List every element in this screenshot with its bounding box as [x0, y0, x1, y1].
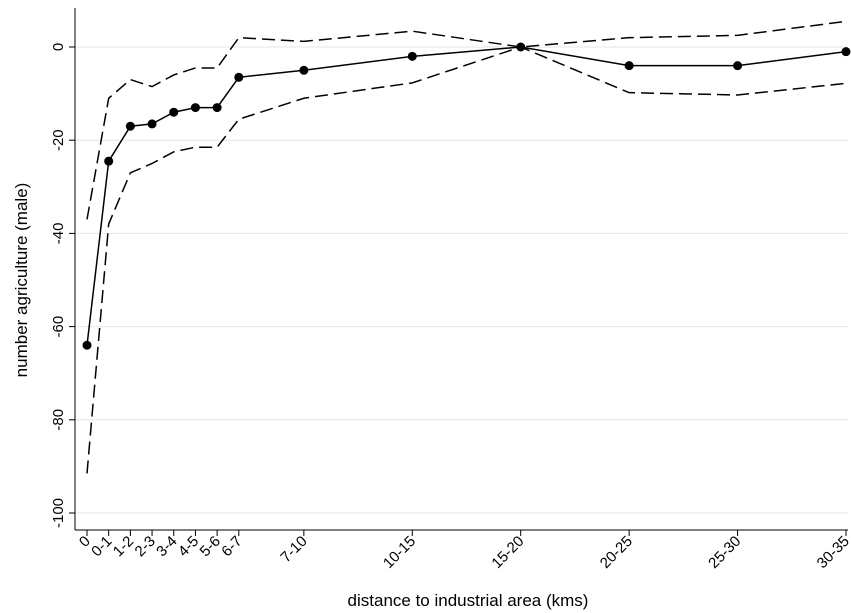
data-point: [407, 51, 417, 61]
data-point: [190, 103, 200, 113]
x-tick-label: 7-10: [277, 533, 310, 566]
data-point: [212, 103, 222, 113]
y-tick-label: -80: [50, 409, 67, 431]
y-tick-label: -60: [50, 316, 67, 338]
series-line-lower: [86, 46, 847, 474]
x-tick-label: 25-30: [705, 533, 744, 572]
series-line-estimate: [86, 46, 847, 346]
data-point: [104, 156, 114, 166]
x-tick-label: 10-15: [380, 533, 419, 572]
data-point: [733, 61, 743, 71]
data-point: [147, 119, 157, 129]
x-tick-label: 6-7: [218, 533, 245, 560]
y-tick-label: -20: [50, 129, 67, 151]
data-point: [299, 65, 309, 75]
y-tick-label: 0: [50, 43, 67, 51]
y-axis-title: number agriculture (male): [12, 183, 31, 378]
data-point: [125, 121, 135, 131]
y-tick-label: -100: [50, 498, 67, 528]
x-tick-label: 15-20: [488, 533, 527, 572]
data-point: [169, 107, 179, 117]
grid: [75, 46, 848, 514]
data-point: [624, 61, 634, 71]
data-point: [234, 72, 244, 82]
y-tick-label: -40: [50, 223, 67, 245]
axes: [69, 8, 848, 536]
series: [82, 20, 851, 474]
data-point: [841, 47, 851, 57]
x-tick-label: 30-35: [814, 533, 851, 572]
x-tick-label: 20-25: [597, 533, 636, 572]
series-line-upper: [86, 20, 847, 220]
x-axis-title: distance to industrial area (kms): [348, 591, 589, 610]
data-point: [82, 340, 92, 350]
